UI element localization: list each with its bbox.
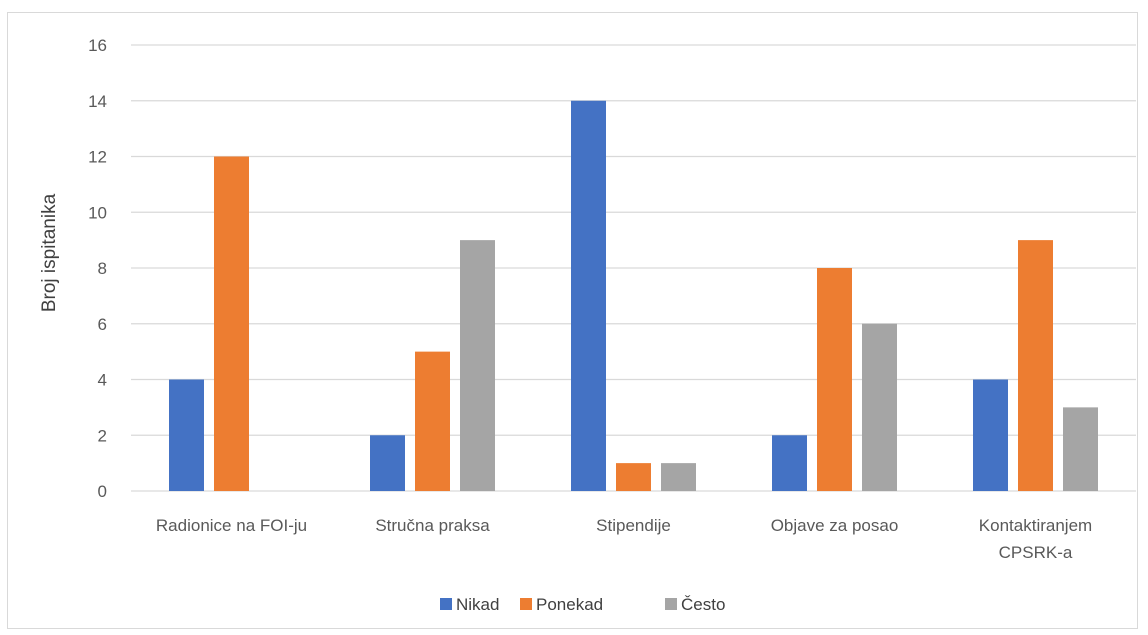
legend-label: Ponekad [536,595,603,614]
bar-nikad [169,379,204,491]
bar-nikad [973,379,1008,491]
bar-ponekad [214,156,249,491]
bar-ponekad [1018,240,1053,491]
legend-swatch [440,598,452,610]
y-tick-label: 10 [88,203,107,222]
x-tick-label: Stipendije [596,516,671,535]
x-axis-ticks: Radionice na FOI-ju Stručna praksa Stipend… [156,516,1092,562]
x-tick-label: Objave za posao [771,516,899,535]
y-tick-label: 16 [88,36,107,55]
y-tick-label: 12 [88,148,107,167]
legend-label: Često [681,595,725,614]
gridlines [131,44,1136,492]
y-tick-label: 14 [88,92,107,111]
bar--esto [1063,407,1098,491]
bar-ponekad [817,268,852,491]
x-tick-label: Stručna praksa [375,516,490,535]
bar-ponekad [415,351,450,491]
y-tick-label: 8 [98,259,107,278]
bar--esto [460,240,495,491]
legend-swatch [665,598,677,610]
y-tick-label: 6 [98,315,107,334]
x-tick-label: Radionice na FOI-ju [156,516,307,535]
bar-nikad [571,100,606,491]
legend-swatch [520,598,532,610]
y-axis-title: Broj ispitanika [39,193,60,312]
legend: Nikad Ponekad Često [440,595,725,614]
y-axis-ticks: 0 2 4 6 8 10 12 14 16 [88,36,107,501]
bar--esto [862,323,897,491]
x-tick-label: CPSRK-a [999,543,1073,562]
bars [169,100,1098,491]
bar-nikad [772,435,807,491]
x-tick-label: Kontaktiranjem [979,516,1092,535]
y-tick-label: 2 [98,426,107,445]
y-tick-label: 4 [98,371,107,390]
bar-ponekad [616,463,651,491]
y-tick-label: 0 [98,482,107,501]
legend-label: Nikad [456,595,499,614]
bar--esto [661,463,696,491]
bar-nikad [370,435,405,491]
